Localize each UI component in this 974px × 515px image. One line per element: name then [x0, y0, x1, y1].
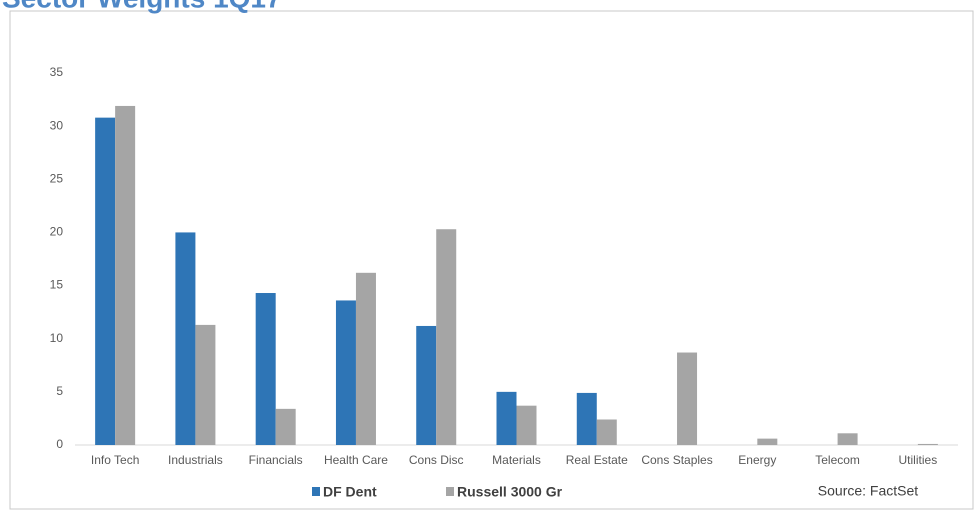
bar — [596, 419, 617, 445]
bar — [917, 443, 938, 445]
bar — [416, 325, 437, 445]
bar — [355, 272, 376, 445]
x-tick-label: Utilities — [899, 453, 938, 467]
bar — [837, 433, 858, 445]
x-tick-label: Cons Staples — [641, 453, 712, 467]
y-tick-label: 30 — [50, 118, 64, 132]
x-tick-label: Info Tech — [91, 453, 139, 467]
legend-swatch — [446, 487, 454, 496]
frame — [9, 10, 974, 510]
bar — [195, 324, 216, 445]
x-tick-label: Financials — [249, 453, 303, 467]
bar — [576, 392, 597, 445]
y-tick-label: 20 — [50, 225, 64, 239]
x-tick-label: Telecom — [815, 453, 860, 467]
y-tick-label: 25 — [50, 171, 64, 185]
bar — [95, 117, 116, 445]
bar — [757, 438, 778, 445]
bar — [115, 105, 136, 445]
chart-title: Sector Weights 1Q17 — [2, 0, 282, 13]
bar — [677, 352, 698, 445]
bar — [335, 300, 356, 445]
y-tick-label: 5 — [56, 384, 63, 398]
x-tick-label: Health Care — [324, 453, 388, 467]
legend-swatch — [312, 487, 320, 496]
x-tick-label: Real Estate — [566, 453, 628, 467]
y-tick-label: 15 — [50, 278, 64, 292]
legend-label: DF Dent — [323, 484, 377, 500]
x-tick-label: Industrials — [168, 453, 223, 467]
legend-label: Russell 3000 Gr — [457, 484, 563, 500]
x-tick-label: Materials — [492, 453, 541, 467]
bar — [255, 293, 276, 445]
bar — [436, 229, 457, 445]
bar — [516, 405, 537, 445]
source-note: Source: FactSet — [818, 483, 918, 499]
x-tick-label: Cons Disc — [409, 453, 464, 467]
bar — [175, 232, 196, 445]
x-tick-label: Energy — [738, 453, 776, 467]
y-tick-label: 35 — [50, 65, 64, 79]
y-tick-label: 0 — [56, 437, 63, 451]
bar — [496, 391, 517, 445]
bar — [275, 408, 296, 445]
y-tick-label: 10 — [50, 331, 64, 345]
